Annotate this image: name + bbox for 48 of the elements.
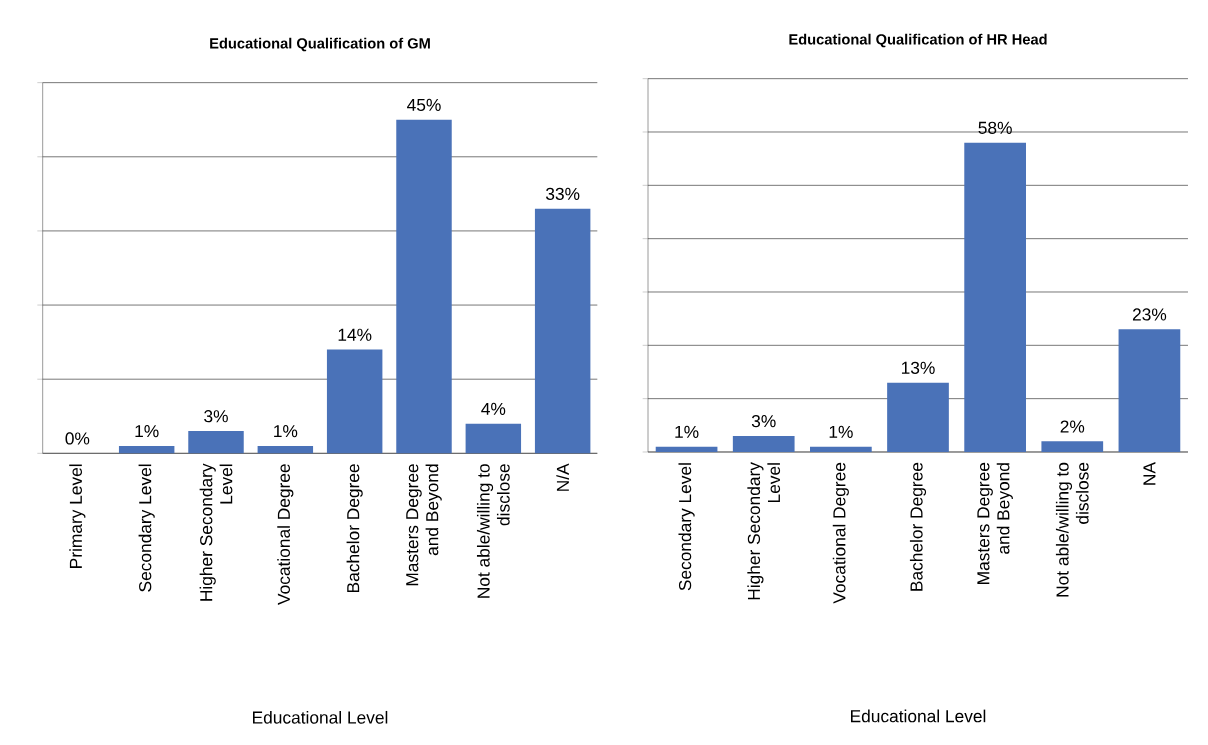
bar bbox=[118, 445, 175, 454]
x-tick-label: N/A bbox=[556, 463, 570, 491]
data-label: 2% bbox=[1060, 420, 1085, 433]
bar bbox=[732, 435, 795, 452]
bar bbox=[1118, 329, 1181, 452]
bar bbox=[534, 208, 591, 454]
bar bbox=[655, 446, 718, 452]
bar bbox=[326, 349, 383, 454]
data-label: 1% bbox=[829, 425, 853, 438]
chart-title: Educational Qualification of GM bbox=[210, 37, 430, 52]
bar bbox=[188, 430, 244, 454]
x-tick-label: Vocational Degree bbox=[277, 464, 294, 605]
x-tick-label: Bachelor Degree bbox=[909, 462, 927, 591]
x-tick-label: Not able/willing to disclose bbox=[476, 463, 510, 598]
x-tick-label: Higher Secondary Level bbox=[747, 461, 781, 600]
data-label: 23% bbox=[1132, 308, 1167, 321]
data-label: 45% bbox=[407, 98, 441, 111]
data-label: 14% bbox=[338, 328, 372, 341]
x-axis-title: Educational Level bbox=[851, 709, 986, 723]
data-label: 1% bbox=[274, 424, 298, 438]
x-tick-label: Bachelor Degree bbox=[346, 464, 363, 592]
data-label: 0% bbox=[65, 432, 90, 445]
bar bbox=[465, 423, 522, 454]
data-label: 13% bbox=[901, 361, 935, 374]
chart-title: Educational Qualification of HR Head bbox=[789, 33, 1047, 48]
x-tick-label: Secondary Level bbox=[678, 463, 695, 591]
x-axis-title: Educational Level bbox=[253, 710, 388, 724]
bar bbox=[887, 382, 949, 452]
x-tick-label: Not able/willing to disclose bbox=[1055, 462, 1089, 597]
x-tick-label: Masters Degree and Beyond bbox=[406, 464, 442, 586]
x-tick-label: Vocational Degree bbox=[832, 462, 849, 604]
bar bbox=[810, 446, 872, 452]
bar bbox=[1041, 441, 1104, 452]
data-label: 3% bbox=[751, 414, 776, 428]
bar bbox=[964, 142, 1026, 452]
x-tick-label: NA bbox=[1143, 461, 1156, 485]
data-label: 33% bbox=[545, 187, 580, 200]
data-label: 4% bbox=[481, 402, 506, 415]
data-label: 1% bbox=[135, 424, 159, 438]
x-tick-label: Primary Level bbox=[69, 464, 86, 568]
x-tick-label: Masters Degree and Beyond bbox=[977, 462, 1013, 584]
x-tick-label: Secondary Level bbox=[138, 464, 155, 592]
bar bbox=[257, 445, 314, 454]
data-label: 3% bbox=[204, 409, 228, 423]
data-label: 1% bbox=[675, 425, 699, 438]
x-tick-label: Higher Secondary Level bbox=[199, 463, 233, 601]
bar bbox=[396, 119, 452, 454]
data-label: 58% bbox=[978, 121, 1012, 134]
